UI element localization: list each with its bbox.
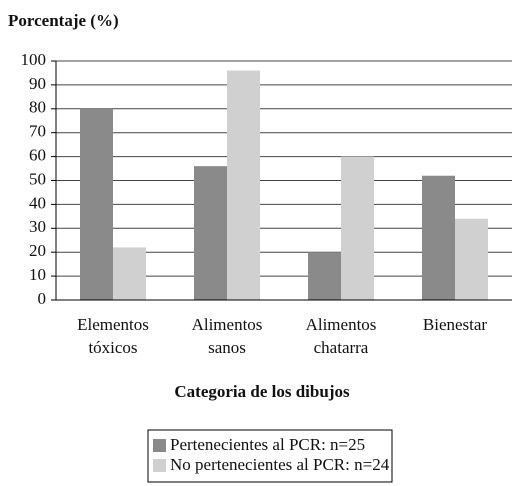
x-axis-label: Categoria de los dibujos [174,382,350,401]
x-tick-label: Alimentos sanos [192,315,263,357]
bar [194,166,227,300]
x-tick-line: Bienestar [423,315,488,334]
y-tick-label: 20 [29,241,46,260]
x-tick-line: sanos [208,338,246,357]
legend-label: No pertenecientes al PCR: n=24 [170,455,390,474]
y-tick-label: 40 [29,193,46,212]
y-tick-label: 80 [29,98,46,117]
bar [341,156,374,300]
x-tick-label: Bienestar [423,315,488,334]
bar [80,108,113,300]
bar [422,175,455,300]
y-tick-label: 90 [29,74,46,93]
legend-swatch [153,459,166,472]
bar [455,218,488,300]
y-tick-label: 0 [38,289,47,308]
legend-box [147,429,393,483]
bar [113,247,146,300]
bar [227,70,260,300]
y-tick-label: 10 [29,265,46,284]
chart-title: Porcentaje (%) [8,11,119,30]
x-tick-line: Alimentos [306,315,377,334]
x-tick-line: tóxicos [88,338,137,357]
bar [308,252,341,300]
legend-label: Pertenecientes al PCR: n=25 [170,435,365,454]
y-tick-label: 70 [29,122,46,141]
y-tick-label: 30 [29,217,46,236]
x-tick-line: Elementos [77,315,149,334]
y-tick-label: 60 [29,146,46,165]
x-tick-line: chatarra [314,338,369,357]
y-tick-label: 100 [21,50,47,69]
x-tick-label: Elementos tóxicos [77,315,149,357]
y-tick-label: 50 [29,169,46,188]
x-tick-label: Alimentos chatarra [306,315,377,357]
legend-swatch [153,439,166,452]
x-tick-line: Alimentos [192,315,263,334]
